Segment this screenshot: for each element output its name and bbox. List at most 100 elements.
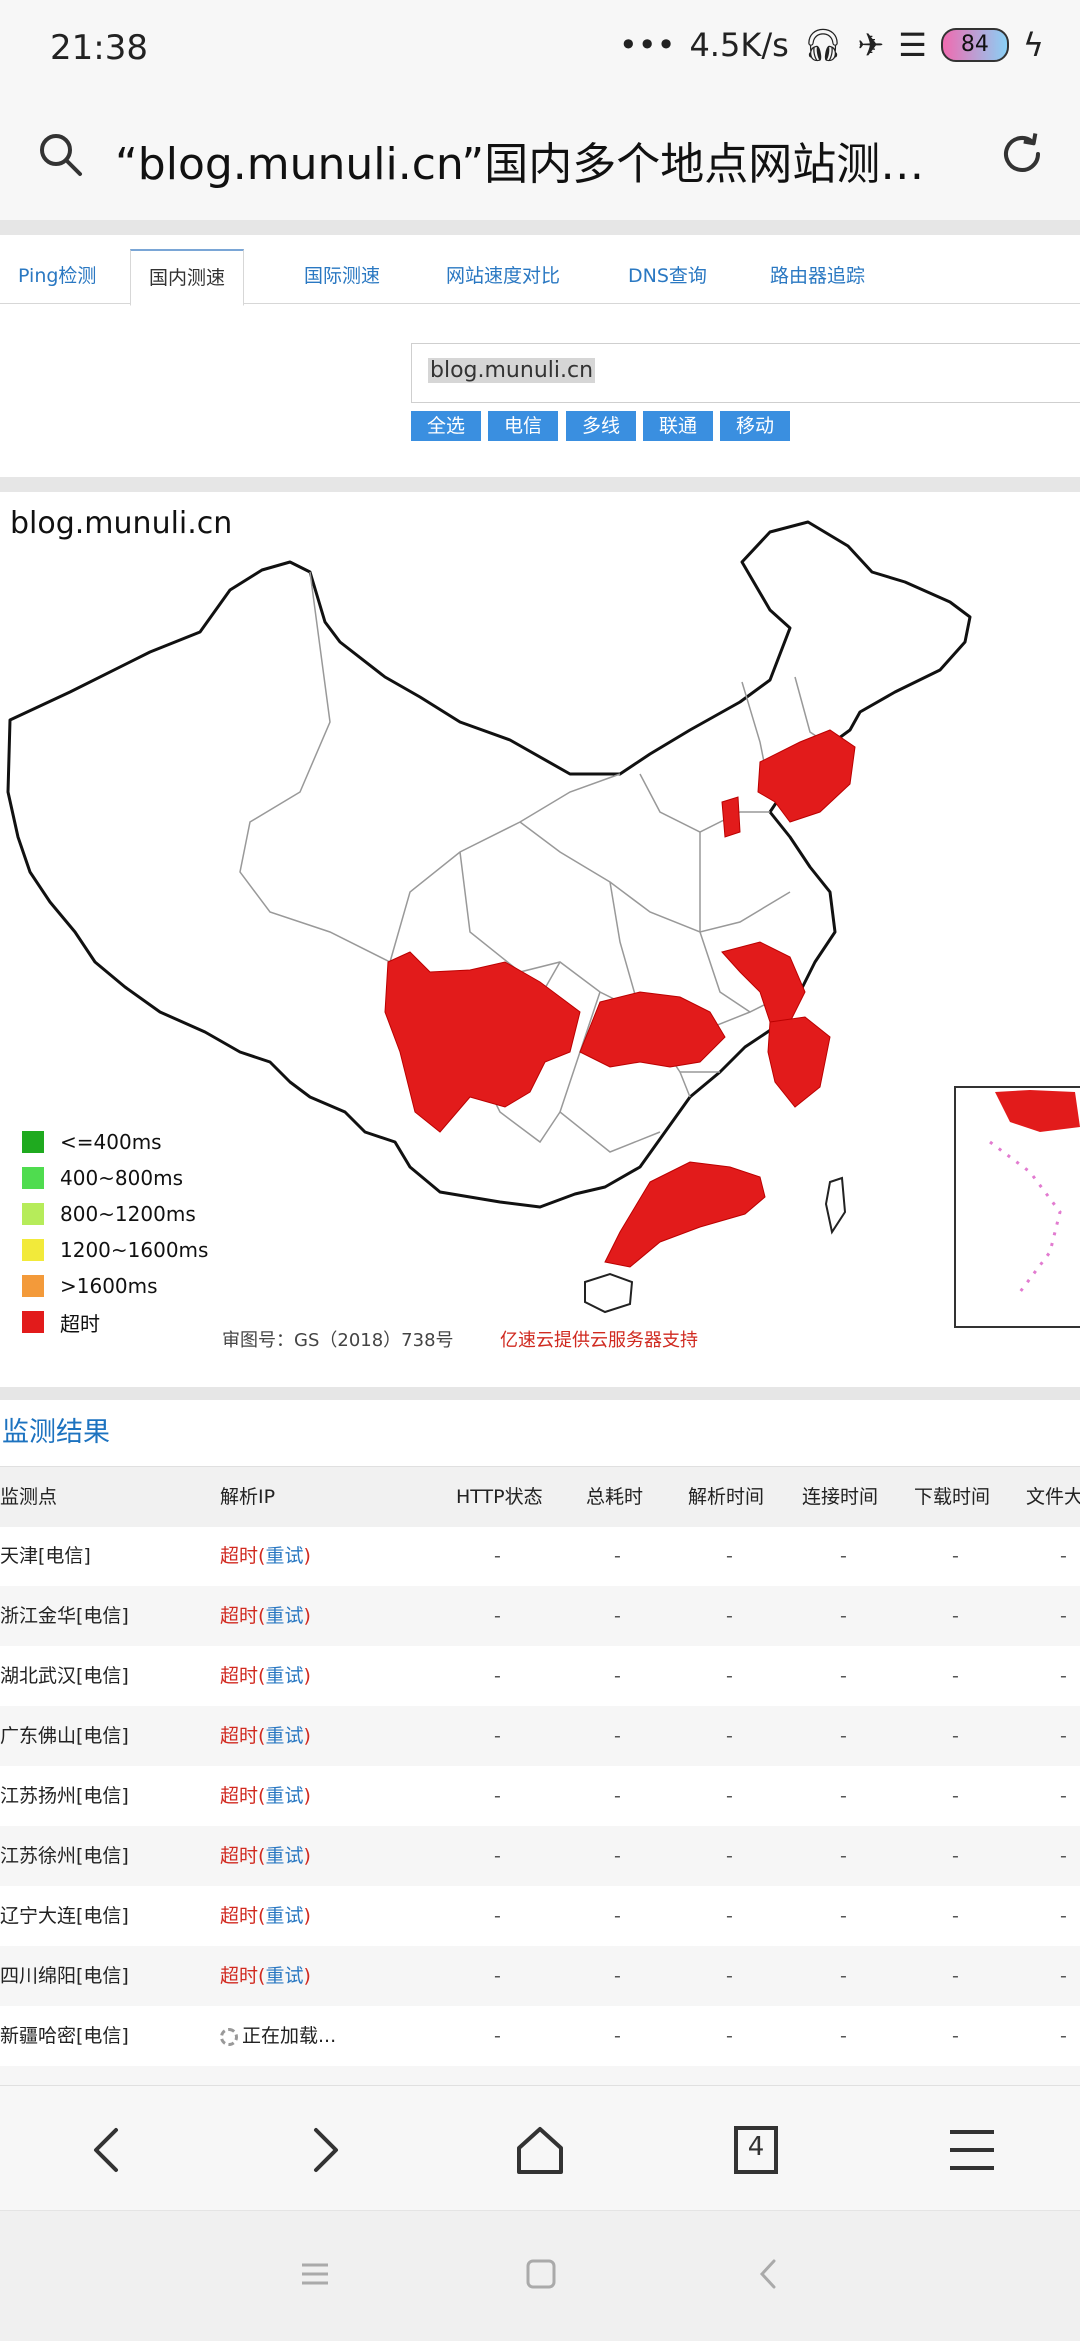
timeout-text: 超时: [220, 1905, 259, 1927]
monitor-point: 四川绵阳[电信]: [0, 1965, 129, 1987]
battery-indicator: 84: [940, 28, 1009, 62]
empty-cell: -: [1060, 2066, 1067, 2085]
system-back-icon[interactable]: [752, 2257, 786, 2291]
column-header: 总耗时: [586, 1486, 644, 1508]
headphones-icon: 🎧︎: [802, 26, 844, 64]
region-liaoning: [757, 729, 856, 823]
retry-link[interactable]: 重试: [265, 1965, 304, 1987]
legend-label: 400~800ms: [60, 1166, 184, 1190]
empty-cell: -: [494, 2025, 501, 2047]
retry-link[interactable]: 重试: [265, 1905, 304, 1927]
tab-count: 4: [747, 2132, 765, 2162]
monitor-point: 新疆哈密[电信]: [0, 2025, 129, 2047]
empty-cell: -: [952, 2025, 959, 2047]
empty-cell: -: [726, 1905, 733, 1927]
map-panel: blog.munuli.cn <=400ms 400~800ms 800~120…: [0, 492, 1080, 1387]
retry-link[interactable]: 重试: [265, 1545, 304, 1567]
system-home-icon[interactable]: [524, 2257, 558, 2291]
tool-panel: Ping检测 国内测速 国际测速 网站速度对比 DNS查询 路由器追踪 blog…: [0, 235, 1080, 477]
empty-cell: -: [1060, 1785, 1067, 1807]
paren: (: [258, 1665, 266, 1687]
region-sichuan: [384, 951, 581, 1133]
tab-international-speed[interactable]: 国际测速: [304, 265, 381, 287]
empty-cell: -: [494, 1785, 501, 1807]
resolved-ip: 超时(重试): [220, 2066, 311, 2085]
divider: [0, 1387, 1080, 1400]
back-icon[interactable]: [82, 2124, 134, 2176]
table-row: 江苏徐州[电信] 超时(重试) - - - - - -: [0, 1826, 1080, 1886]
empty-cell: -: [840, 1785, 847, 1807]
unicom-button[interactable]: 联通: [643, 411, 713, 441]
legend-label: 1200~1600ms: [60, 1238, 209, 1262]
tab-dns-query[interactable]: DNS查询: [628, 265, 707, 287]
empty-cell: -: [1060, 1905, 1067, 1927]
inset-map: [954, 1086, 1080, 1328]
tabs-icon[interactable]: 4: [730, 2124, 782, 2176]
legend-swatch: [22, 1275, 44, 1297]
column-header: 下载时间: [914, 1486, 991, 1508]
retry-link[interactable]: 重试: [265, 1605, 304, 1627]
table-row: 江苏泰州[电信] 超时(重试) - - - - - -: [0, 2066, 1080, 2085]
empty-cell: -: [614, 2066, 621, 2085]
paren: (: [258, 1965, 266, 1987]
select-all-button[interactable]: 全选: [411, 411, 481, 441]
legend-label: 800~1200ms: [60, 1202, 196, 1226]
mobile-button[interactable]: 移动: [720, 411, 790, 441]
empty-cell: -: [726, 1785, 733, 1807]
timeout-text: 超时: [220, 1725, 259, 1747]
empty-cell: -: [614, 1905, 621, 1927]
table-row: 天津[电信] 超时(重试) - - - - - -: [0, 1526, 1080, 1586]
reload-icon[interactable]: [998, 130, 1046, 178]
page-title[interactable]: “blog.munuli.cn”国内多个地点网站测速...: [115, 139, 945, 190]
legend-item: 超时: [22, 1304, 208, 1340]
legend-swatch: [22, 1167, 44, 1189]
tabs-frame: [734, 2126, 778, 2174]
empty-cell: -: [952, 2066, 959, 2085]
empty-cell: -: [840, 1905, 847, 1927]
table-row: 四川绵阳[电信] 超时(重试) - - - - - -: [0, 1946, 1080, 2006]
home-icon[interactable]: [514, 2124, 566, 2176]
monitor-point: 湖北武汉[电信]: [0, 1665, 129, 1687]
resolved-ip: 超时(重试): [220, 1886, 311, 1946]
recents-icon[interactable]: [298, 2257, 332, 2291]
empty-cell: -: [1060, 2025, 1067, 2047]
url-input[interactable]: blog.munuli.cn: [411, 343, 1080, 403]
retry-link[interactable]: 重试: [265, 1725, 304, 1747]
legend-swatch: [22, 1131, 44, 1153]
tab-traceroute[interactable]: 路由器追踪: [770, 265, 866, 287]
timeout-text: 超时: [220, 1605, 259, 1627]
tab-domestic-speed[interactable]: 国内测速: [130, 249, 245, 306]
paren: (: [258, 1905, 266, 1927]
telecom-button[interactable]: 电信: [488, 411, 558, 441]
paren: (: [258, 1545, 266, 1567]
empty-cell: -: [614, 1965, 621, 1987]
empty-cell: -: [840, 1725, 847, 1747]
column-header: 连接时间: [802, 1486, 879, 1508]
paren: ): [303, 1785, 311, 1807]
paren: ): [303, 1665, 311, 1687]
resolved-ip: 超时(重试): [220, 1826, 311, 1886]
table-row: 广东佛山[电信] 超时(重试) - - - - - -: [0, 1706, 1080, 1766]
multiline-button[interactable]: 多线: [566, 411, 636, 441]
table-row: 浙江金华[电信] 超时(重试) - - - - - -: [0, 1586, 1080, 1646]
empty-cell: -: [726, 1725, 733, 1747]
empty-cell: -: [952, 1965, 959, 1987]
empty-cell: -: [840, 1845, 847, 1867]
results-panel: 监测结果 监测点 解析IP HTTP状态 总耗时 解析时间 连接时间 下载时间 …: [0, 1400, 1080, 2085]
search-icon[interactable]: [36, 130, 84, 178]
empty-cell: -: [494, 1845, 501, 1867]
retry-link[interactable]: 重试: [265, 1665, 304, 1687]
tab-ping[interactable]: Ping检测: [18, 265, 97, 287]
empty-cell: -: [494, 1905, 501, 1927]
sponsor-link[interactable]: 亿速云提供云服务器支持: [500, 1330, 698, 1351]
monitor-point: 江苏扬州[电信]: [0, 1785, 129, 1807]
address-bar: “blog.munuli.cn”国内多个地点网站测速...: [0, 100, 1080, 220]
retry-link[interactable]: 重试: [265, 1785, 304, 1807]
empty-cell: -: [726, 2025, 733, 2047]
empty-cell: -: [840, 1605, 847, 1627]
retry-link[interactable]: 重试: [265, 1845, 304, 1867]
region-zhejiang: [767, 1016, 831, 1108]
menu-icon[interactable]: [946, 2124, 998, 2176]
tab-speed-compare[interactable]: 网站速度对比: [446, 265, 561, 287]
forward-icon[interactable]: [298, 2124, 350, 2176]
